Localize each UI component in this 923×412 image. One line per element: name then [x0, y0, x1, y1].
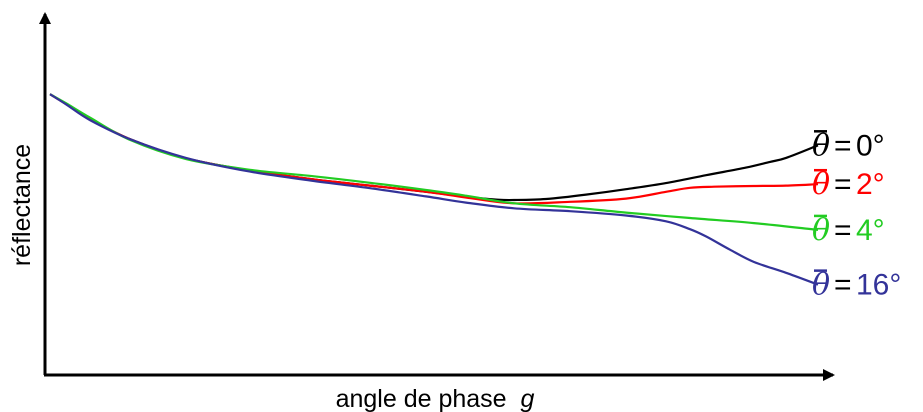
legend-entry-2: θ = 4° [812, 213, 885, 248]
legend-symbol: θ [812, 128, 830, 163]
series-line-3 [49, 93, 819, 286]
y-axis-label: réflectance [8, 144, 36, 266]
legend-symbol: θ [812, 268, 830, 303]
legend-equals: = [834, 214, 852, 247]
x-axis-label-text: angle de phase [336, 385, 507, 412]
legend-symbol: θ [812, 167, 830, 202]
series-line-0 [49, 93, 819, 202]
legend-value: 16° [856, 269, 901, 302]
x-axis-label-var: g [521, 385, 535, 412]
legend-value: 2° [856, 168, 885, 201]
legend-entry-1: θ = 2° [812, 167, 885, 202]
series-layer [49, 93, 819, 286]
legend-entry-3: θ = 16° [812, 268, 901, 303]
legend-symbol: θ [812, 213, 830, 248]
series-line-2 [49, 93, 819, 231]
legend-equals: = [834, 129, 852, 162]
series-line-1 [49, 93, 819, 205]
legend-entry-0: θ = 0° [812, 128, 885, 163]
legend-equals: = [834, 168, 852, 201]
legend-value: 4° [856, 214, 885, 247]
x-axis-label: angle de phase g [336, 385, 535, 412]
legend-equals: = [834, 269, 852, 302]
legend-value: 0° [856, 129, 885, 162]
legend-layer: θ = 0°θ = 2°θ = 4°θ = 16° [812, 128, 901, 302]
